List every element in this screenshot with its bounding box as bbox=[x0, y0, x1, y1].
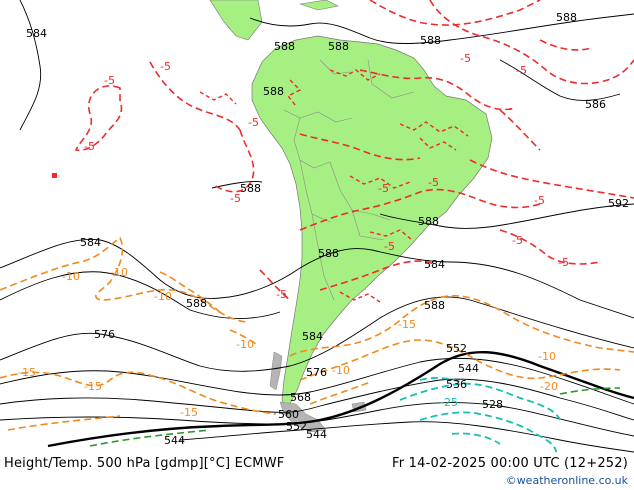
height-labels: 584 588 588 588 588 586 588 588 588 592 … bbox=[26, 11, 629, 447]
height-label: 536 bbox=[446, 378, 467, 391]
temp-label: -15 bbox=[398, 318, 416, 331]
temp-label: -5 bbox=[230, 192, 241, 205]
temp-isotherms-cyan bbox=[399, 377, 561, 453]
chile-islands bbox=[269, 351, 283, 391]
height-label: 568 bbox=[290, 391, 311, 404]
height-label: 588 bbox=[424, 299, 445, 312]
height-label: 576 bbox=[94, 328, 115, 341]
temp-label: -10 bbox=[154, 290, 172, 303]
temp-label: -10 bbox=[236, 338, 254, 351]
height-label: 544 bbox=[458, 362, 479, 375]
height-label: 588 bbox=[328, 40, 349, 53]
temp-label: -5 bbox=[378, 182, 389, 195]
temp-labels-red: -5 -5 -5 -5 -5 -5 -5 -5 -5 -5 -5 -5 -5 -… bbox=[84, 52, 569, 301]
temp-label: -5 bbox=[512, 234, 523, 247]
temp-label: -10 bbox=[62, 270, 80, 283]
temp-label: -10 bbox=[538, 350, 556, 363]
temp-label: -5 bbox=[248, 116, 259, 129]
height-label: 544 bbox=[306, 428, 327, 441]
height-label: 592 bbox=[608, 197, 629, 210]
contour-552-bold bbox=[47, 350, 634, 448]
valid-time: Fr 14-02-2025 00:00 UTC (12+252) bbox=[392, 456, 628, 471]
red-marker-square bbox=[52, 173, 57, 178]
height-label: 588 bbox=[240, 182, 261, 195]
height-label: 588 bbox=[420, 34, 441, 47]
temp-label: -5 bbox=[534, 194, 545, 207]
height-label: 588 bbox=[263, 85, 284, 98]
temp-fragments-red bbox=[199, 69, 469, 303]
height-label: 588 bbox=[318, 247, 339, 260]
temp-label: -5 bbox=[160, 60, 171, 73]
temp-label: -25 bbox=[440, 396, 458, 409]
height-label: 552 bbox=[446, 342, 467, 355]
country-borders bbox=[283, 59, 415, 301]
temp-label: -15 bbox=[180, 406, 198, 419]
height-label: 588 bbox=[186, 297, 207, 310]
central-america-land bbox=[209, 0, 263, 41]
height-label: 560 bbox=[278, 408, 299, 421]
map-canvas: 584 588 588 588 588 586 588 588 588 592 … bbox=[0, 0, 634, 453]
temp-isotherms-green bbox=[89, 387, 621, 447]
height-label: 588 bbox=[556, 11, 577, 24]
tierra-del-fuego bbox=[279, 401, 327, 433]
temp-label: -5 bbox=[516, 64, 527, 77]
map-footer: Height/Temp. 500 hPa [gdmp][°C] ECMWF Fr… bbox=[0, 456, 634, 490]
height-label: 584 bbox=[26, 27, 47, 40]
height-label: 552 bbox=[286, 420, 307, 433]
temp-labels-orange: -10 -10 -10 -10 -10 -15 -15 -10 -15 -15 … bbox=[18, 266, 558, 419]
south-america-land bbox=[251, 35, 493, 411]
temp-label: -20 bbox=[540, 380, 558, 393]
height-label: 584 bbox=[80, 236, 101, 249]
temp-label: -15 bbox=[18, 366, 36, 379]
temp-label: -5 bbox=[460, 52, 471, 65]
temp-labels-cyan: -25 bbox=[440, 396, 458, 409]
temp-isotherms-orange bbox=[0, 236, 634, 431]
temp-label: -5 bbox=[558, 256, 569, 269]
temp-label: -10 bbox=[332, 364, 350, 377]
height-contours bbox=[0, 0, 634, 453]
temp-label: -5 bbox=[384, 240, 395, 253]
temp-label: -5 bbox=[276, 288, 287, 301]
height-label: 576 bbox=[306, 366, 327, 379]
caribbean-island bbox=[299, 0, 339, 11]
height-label: 584 bbox=[302, 330, 323, 343]
temp-label: -5 bbox=[84, 140, 95, 153]
height-label: 588 bbox=[274, 40, 295, 53]
height-label: 528 bbox=[482, 398, 503, 411]
height-label: 544 bbox=[164, 434, 185, 447]
temp-label: -15 bbox=[84, 380, 102, 393]
temp-isotherms-red bbox=[74, 0, 634, 301]
credit-link[interactable]: ©weatheronline.co.uk bbox=[505, 474, 628, 487]
temp-label: -5 bbox=[428, 176, 439, 189]
height-label: 584 bbox=[424, 258, 445, 271]
temp-label: -10 bbox=[110, 266, 128, 279]
height-label: 588 bbox=[418, 215, 439, 228]
temp-label: -5 bbox=[104, 74, 115, 87]
map-title: Height/Temp. 500 hPa [gdmp][°C] ECMWF bbox=[4, 456, 285, 471]
height-label: 586 bbox=[585, 98, 606, 111]
